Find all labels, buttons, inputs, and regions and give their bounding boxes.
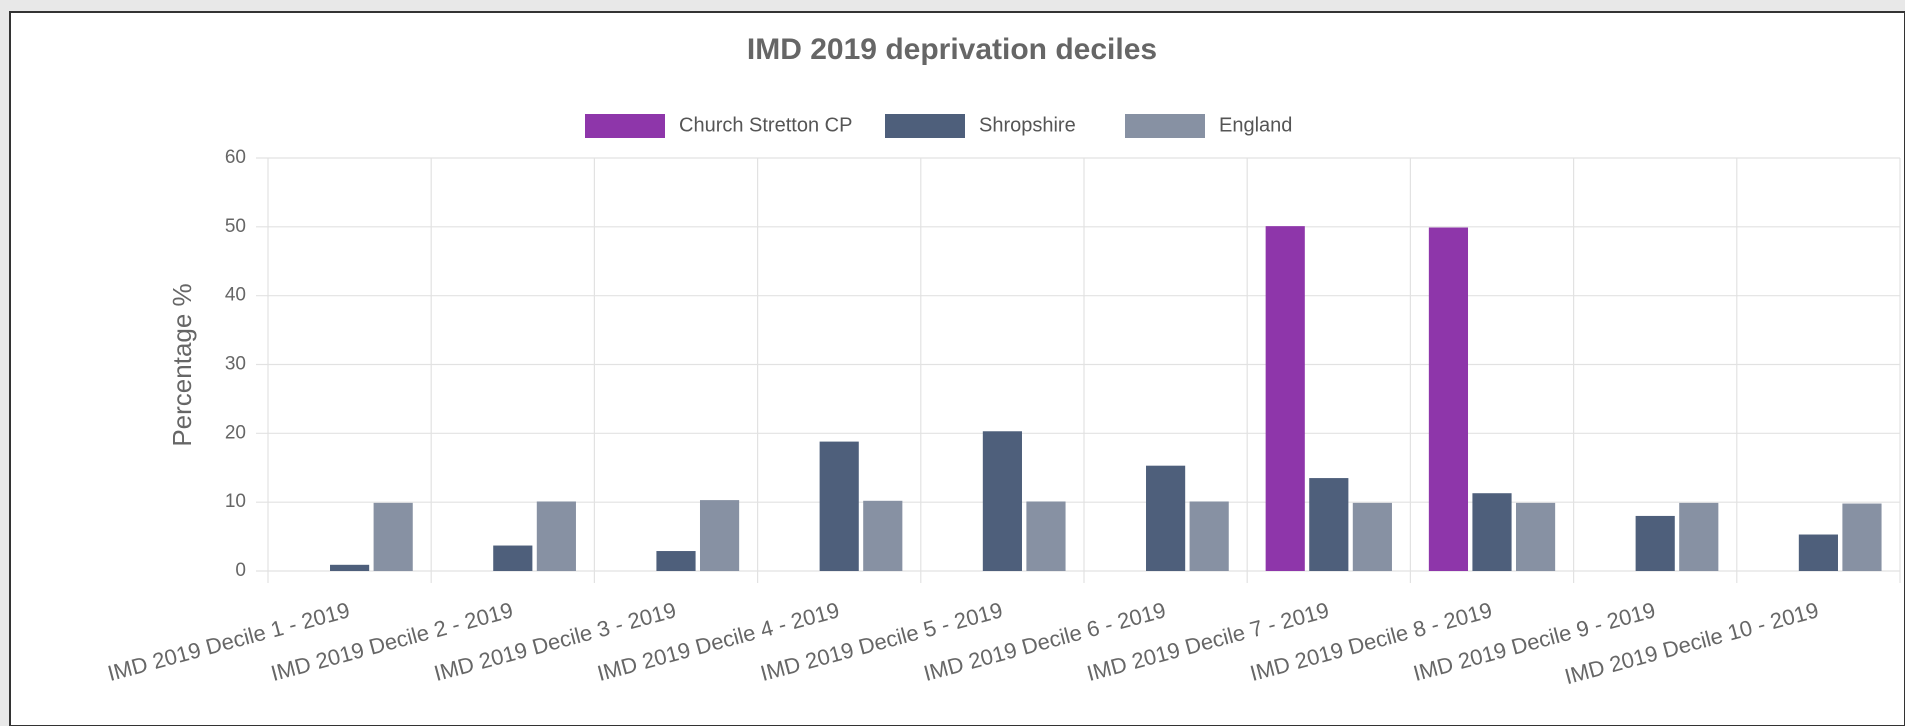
bar [1472, 493, 1512, 571]
legend-swatch [885, 114, 965, 138]
y-axis-title: Percentage % [167, 283, 197, 446]
bar [1679, 502, 1719, 571]
bar [373, 502, 413, 571]
y-tick-label: 0 [235, 560, 246, 581]
bar [1515, 502, 1556, 571]
bar [1635, 515, 1675, 571]
bar [982, 431, 1022, 571]
legend-swatch [1125, 114, 1205, 138]
bar [536, 501, 576, 571]
y-tick-label: 60 [225, 147, 246, 168]
bar [1265, 226, 1305, 571]
y-tick-label: 40 [225, 285, 246, 306]
bar [1842, 503, 1882, 571]
bar [1352, 502, 1392, 571]
y-tick-label: 20 [225, 422, 246, 443]
bar [1309, 478, 1349, 571]
bar [1026, 501, 1066, 571]
legend-label: England [1219, 114, 1292, 136]
bar [330, 564, 370, 571]
bar [493, 545, 533, 571]
bar [1798, 534, 1838, 571]
legend-label: Shropshire [979, 114, 1076, 136]
bar [819, 441, 859, 571]
y-tick-label: 10 [225, 491, 246, 512]
bar [863, 500, 903, 571]
bar [1428, 227, 1469, 571]
bar [1146, 465, 1186, 571]
bar [656, 551, 696, 571]
legend-swatch [585, 114, 665, 138]
y-tick-label: 50 [225, 216, 246, 237]
chart-title: IMD 2019 deprivation deciles [747, 33, 1157, 66]
bar [699, 500, 740, 571]
bar [1189, 501, 1229, 571]
y-tick-label: 30 [225, 354, 246, 375]
legend-label: Church Stretton CP [679, 114, 852, 136]
